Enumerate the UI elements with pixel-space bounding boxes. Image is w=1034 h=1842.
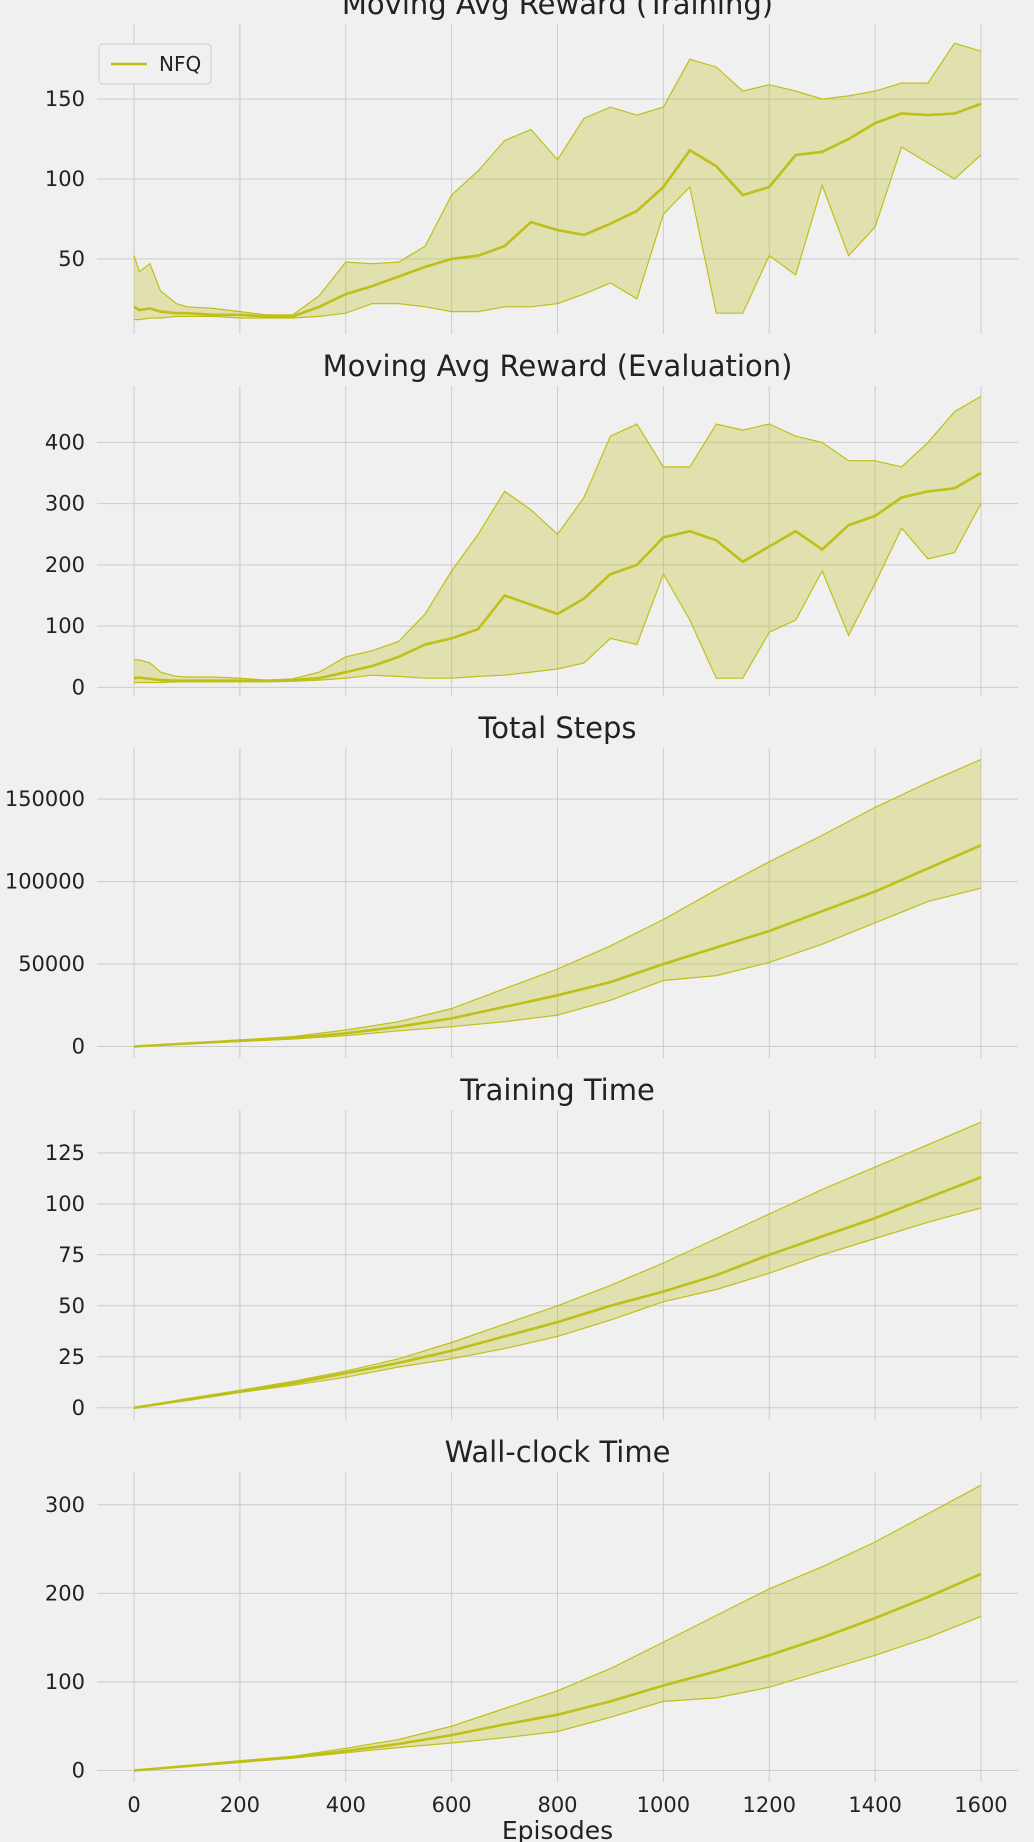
series-mean-line (134, 844, 982, 1048)
y-tick-label: 100 (45, 1670, 85, 1694)
y-tick-label: 25 (58, 1345, 85, 1369)
y-tick-label: 50000 (18, 952, 85, 976)
y-tick-label: 100 (45, 614, 85, 638)
x-tick-label: 1200 (742, 1793, 795, 1817)
y-tick-label: 0 (72, 1758, 85, 1782)
y-tick-label: 200 (45, 1581, 85, 1605)
y-tick-label: 300 (45, 1493, 85, 1517)
panel-5: Wall-clock Time 0 100 200 300 0 200 400 600 800 10… (45, 1435, 1018, 1842)
panel-title: Moving Avg Reward (Training) (342, 0, 773, 21)
y-tick-label: 100000 (5, 870, 85, 894)
panel-3: Total Steps 0 50000 100000 150000 (5, 711, 1018, 1058)
y-tick-label: 300 (45, 492, 85, 516)
legend-frame (98, 43, 212, 85)
panel-2: Moving Avg Reward (Evaluation) 0 100 200 300… (45, 349, 1018, 699)
series-band (134, 396, 981, 683)
x-tick-label: 800 (537, 1793, 577, 1817)
y-tick-label: 150 (45, 87, 85, 111)
legend: NFQ (98, 43, 212, 85)
y-tick-label: 0 (72, 675, 85, 699)
y-tick-label: 0 (72, 1034, 85, 1058)
x-tick-label: 1400 (848, 1793, 901, 1817)
y-tick-label: 125 (45, 1141, 85, 1165)
series-upper-line (134, 395, 982, 681)
y-tick-label: 150000 (5, 787, 85, 811)
x-tick-label: 1000 (637, 1793, 690, 1817)
panel-1: Moving Avg Reward (Training) 50 100 150 NFQ (45, 0, 1018, 334)
series-upper-line (133, 42, 982, 316)
x-axis-label: Episodes (502, 1816, 613, 1842)
panel-title: Moving Avg Reward (Evaluation) (323, 349, 793, 383)
x-tick-label: 1600 (954, 1793, 1007, 1817)
series-lower-line (134, 146, 982, 321)
series-lower-line (134, 1207, 982, 1409)
series-band (134, 43, 981, 320)
y-tick-label: 75 (58, 1243, 85, 1267)
x-tick-label: 600 (432, 1793, 472, 1817)
series-upper-line (133, 1121, 982, 1409)
x-tick-label: 400 (326, 1793, 366, 1817)
y-tick-label: 400 (45, 430, 85, 454)
x-tick-label: 0 (127, 1793, 140, 1817)
y-tick-label: 0 (72, 1396, 85, 1420)
series-upper-line (134, 758, 982, 1048)
y-tick-label: 100 (45, 167, 85, 191)
panel-title: Training Time (459, 1073, 655, 1107)
series-mean-line (133, 471, 982, 683)
y-tick-label: 50 (58, 1294, 85, 1318)
panel-title: Total Steps (477, 711, 636, 745)
series-mean-line (133, 102, 982, 318)
series-mean-line (133, 1572, 982, 1772)
series-band (134, 759, 981, 1047)
y-tick-label: 50 (58, 247, 85, 271)
legend-label: NFQ (159, 52, 201, 76)
series-mean-line (133, 1176, 982, 1410)
y-tick-label: 100 (45, 1192, 85, 1216)
x-tick-label: 200 (220, 1793, 260, 1817)
panel-4: Training Time 0 25 50 75 100 125 (45, 1073, 1018, 1420)
panel-title: Wall-clock Time (445, 1435, 671, 1469)
y-tick-label: 200 (45, 553, 85, 577)
